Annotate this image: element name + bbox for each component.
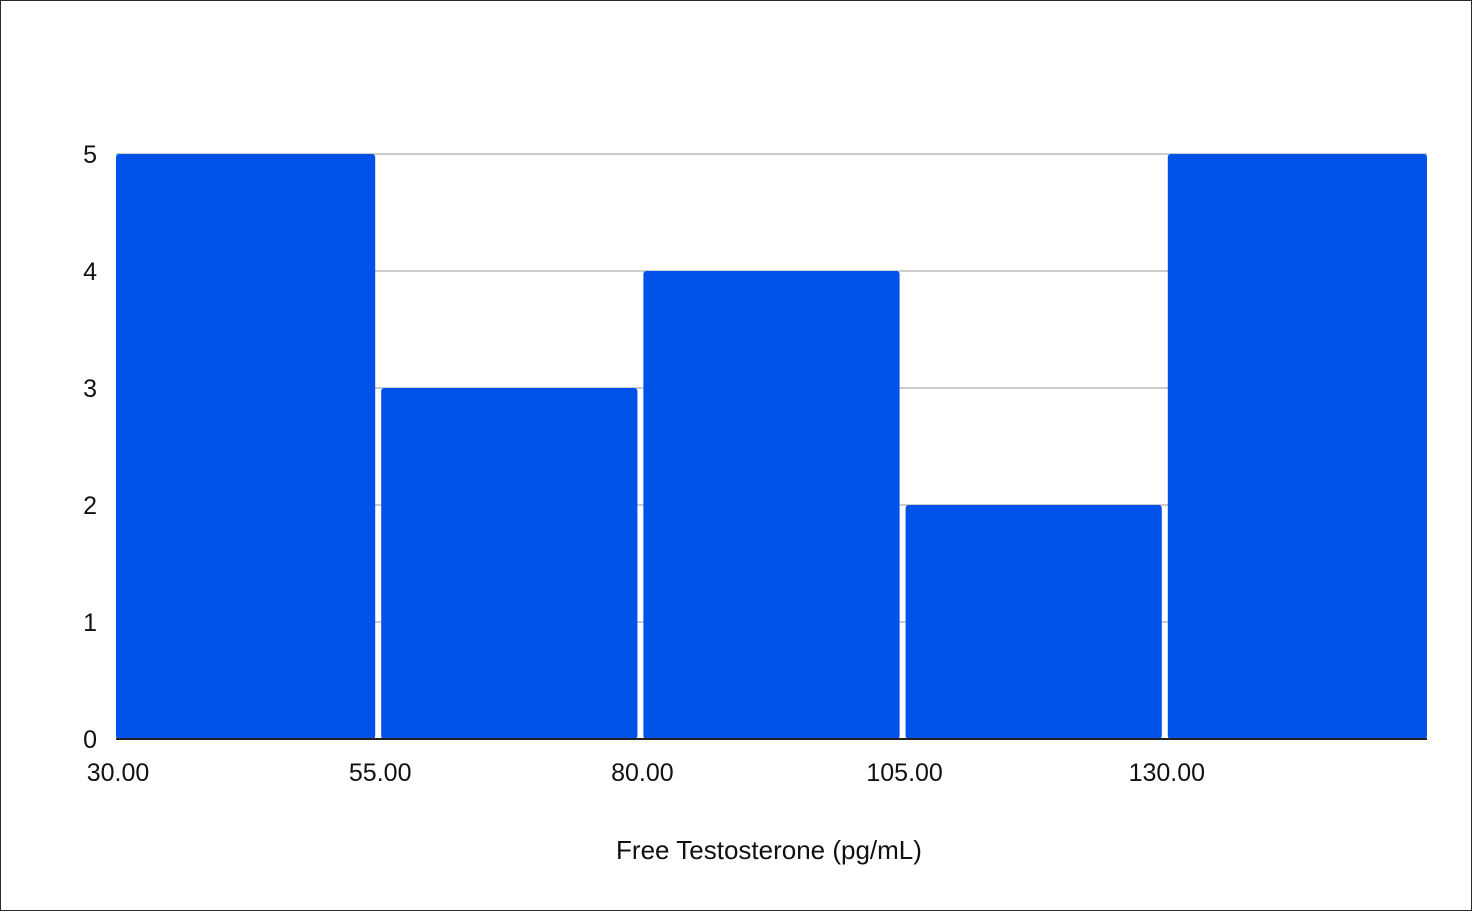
- x-tick-label-105: 105.00: [866, 759, 942, 787]
- x-tick-label-55: 55.00: [349, 759, 412, 787]
- bar-105-130: [905, 505, 1162, 739]
- y-tick-label-3: 3: [83, 375, 97, 403]
- y-tick-label-5: 5: [83, 141, 97, 169]
- y-tick-label-1: 1: [83, 609, 97, 637]
- x-tick-label-130: 130.00: [1129, 759, 1205, 787]
- x-axis-ticks: 30.00 55.00 80.00 105.00 130.00: [87, 759, 1205, 787]
- bar-30-55: [116, 154, 376, 739]
- y-tick-label-0: 0: [83, 726, 97, 754]
- y-axis-ticks: 0 1 2 3 4 5: [83, 141, 97, 754]
- bar-130-155: [1167, 154, 1427, 739]
- x-tick-label-80: 80.00: [611, 759, 674, 787]
- x-axis-title: Free Testosterone (pg/mL): [616, 835, 922, 865]
- bars: [116, 154, 1427, 739]
- y-tick-label-2: 2: [83, 492, 97, 520]
- y-tick-label-4: 4: [83, 258, 97, 286]
- x-tick-label-30: 30.00: [87, 759, 150, 787]
- bar-55-80: [381, 388, 638, 739]
- bar-80-105: [643, 271, 900, 739]
